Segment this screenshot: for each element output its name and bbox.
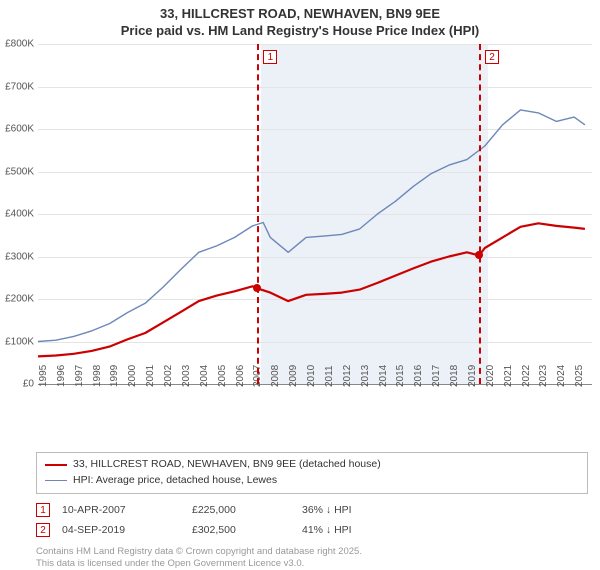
legend-swatch-1 — [45, 464, 67, 466]
bottom-panel: 33, HILLCREST ROAD, NEWHAVEN, BN9 9EE (d… — [36, 452, 588, 570]
y-axis-label: £800K — [0, 39, 34, 50]
marker-dot — [475, 251, 483, 259]
chart-container: 33, HILLCREST ROAD, NEWHAVEN, BN9 9EE Pr… — [0, 0, 600, 560]
sale-date: 10-APR-2007 — [62, 504, 192, 516]
sale-row: 2 04-SEP-2019£302,50041% ↓ HPI — [36, 520, 588, 540]
sale-row: 1 10-APR-2007£225,00036% ↓ HPI — [36, 500, 588, 520]
chart-area: £0£100K£200K£300K£400K£500K£600K£700K£80… — [0, 44, 600, 414]
legend-row-1: 33, HILLCREST ROAD, NEWHAVEN, BN9 9EE (d… — [45, 457, 579, 473]
title-line-2: Price paid vs. HM Land Registry's House … — [0, 23, 600, 40]
title-block: 33, HILLCREST ROAD, NEWHAVEN, BN9 9EE Pr… — [0, 0, 600, 40]
y-axis-label: £600K — [0, 124, 34, 135]
footnote-line-1: Contains HM Land Registry data © Crown c… — [36, 546, 588, 558]
marker-line: 1 — [257, 44, 259, 384]
y-axis-label: £200K — [0, 294, 34, 305]
sales-table: 1 10-APR-2007£225,00036% ↓ HPI 2 04-SEP-201… — [36, 500, 588, 540]
y-axis-label: £500K — [0, 166, 34, 177]
legend-row-2: HPI: Average price, detached house, Lewe… — [45, 473, 579, 489]
legend-label-2: HPI: Average price, detached house, Lewe… — [73, 473, 277, 489]
y-axis-label: £400K — [0, 209, 34, 220]
y-axis-label: £0 — [0, 379, 34, 390]
sale-price: £225,000 — [192, 504, 302, 516]
title-line-1: 33, HILLCREST ROAD, NEWHAVEN, BN9 9EE — [0, 6, 600, 23]
sale-badge: 2 — [36, 523, 50, 537]
sale-price: £302,500 — [192, 524, 302, 536]
chart-svg — [38, 44, 592, 384]
legend-label-1: 33, HILLCREST ROAD, NEWHAVEN, BN9 9EE (d… — [73, 457, 381, 473]
plot-area: £0£100K£200K£300K£400K£500K£600K£700K£80… — [38, 44, 592, 384]
legend: 33, HILLCREST ROAD, NEWHAVEN, BN9 9EE (d… — [36, 452, 588, 494]
marker-badge: 2 — [485, 50, 499, 64]
y-axis-label: £300K — [0, 251, 34, 262]
footnote: Contains HM Land Registry data © Crown c… — [36, 546, 588, 570]
y-axis-label: £700K — [0, 81, 34, 92]
sale-delta: 36% ↓ HPI — [302, 504, 588, 516]
sale-badge: 1 — [36, 503, 50, 517]
sale-delta: 41% ↓ HPI — [302, 524, 588, 536]
y-axis-label: £100K — [0, 336, 34, 347]
legend-swatch-2 — [45, 480, 67, 481]
marker-dot — [253, 284, 261, 292]
sale-date: 04-SEP-2019 — [62, 524, 192, 536]
marker-badge: 1 — [263, 50, 277, 64]
marker-line: 2 — [479, 44, 481, 384]
